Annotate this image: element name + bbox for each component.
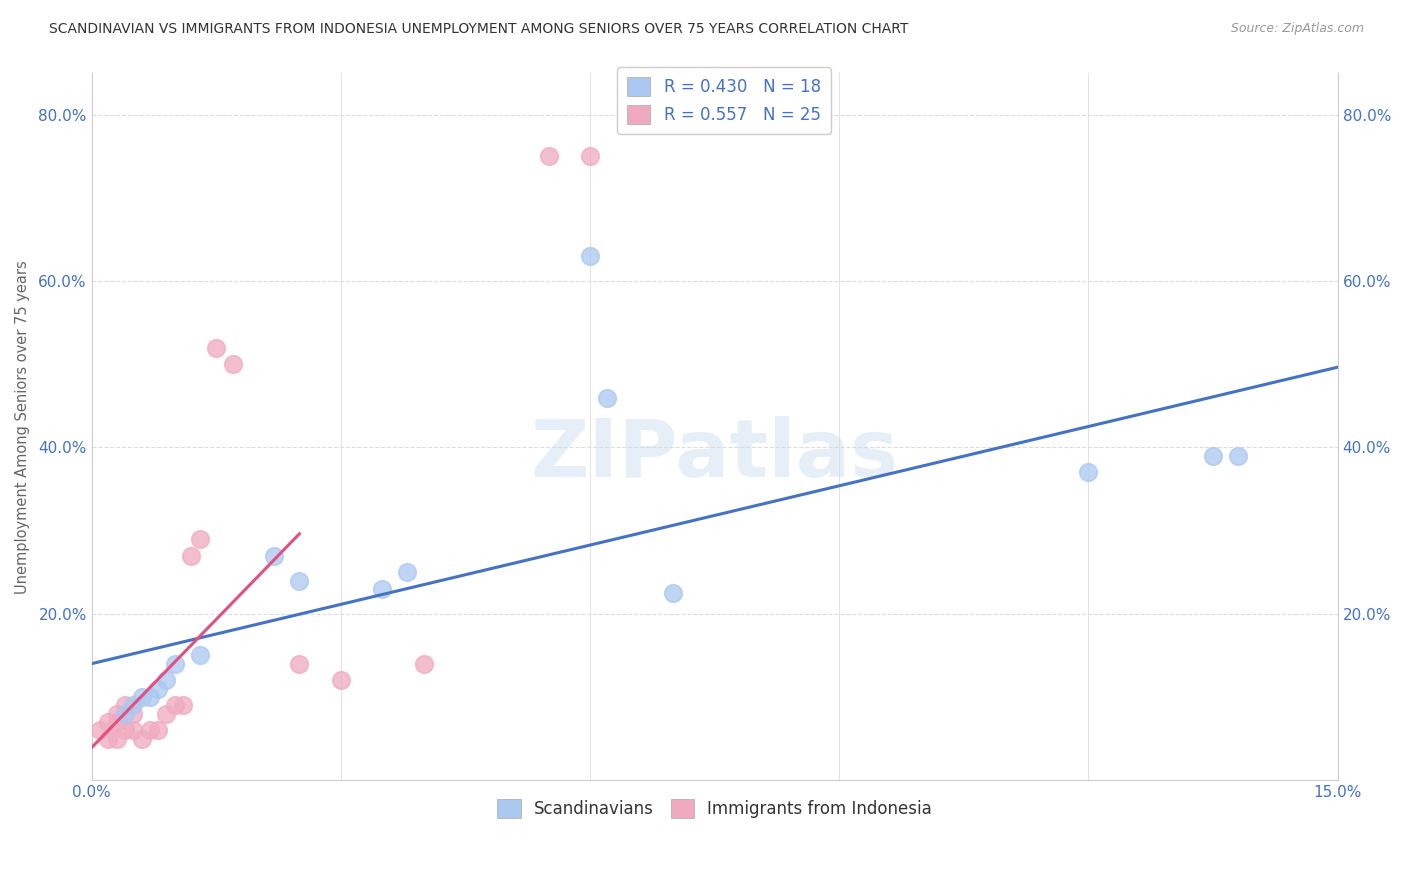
Point bbox=[139, 723, 162, 738]
Point bbox=[163, 698, 186, 713]
Point bbox=[131, 690, 153, 704]
Point bbox=[205, 341, 228, 355]
Point bbox=[122, 706, 145, 721]
Point bbox=[662, 586, 685, 600]
Point bbox=[131, 731, 153, 746]
Legend: Scandinavians, Immigrants from Indonesia: Scandinavians, Immigrants from Indonesia bbox=[491, 792, 939, 825]
Point bbox=[188, 532, 211, 546]
Point bbox=[413, 657, 436, 671]
Text: ZIPatlas: ZIPatlas bbox=[530, 416, 898, 494]
Point bbox=[105, 714, 128, 729]
Text: Source: ZipAtlas.com: Source: ZipAtlas.com bbox=[1230, 22, 1364, 36]
Point bbox=[595, 391, 617, 405]
Point bbox=[122, 723, 145, 738]
Point bbox=[180, 549, 202, 563]
Point bbox=[105, 731, 128, 746]
Point bbox=[371, 582, 394, 596]
Point bbox=[537, 149, 560, 163]
Point bbox=[114, 723, 136, 738]
Point bbox=[97, 714, 120, 729]
Point bbox=[396, 566, 419, 580]
Point bbox=[122, 698, 145, 713]
Point bbox=[172, 698, 194, 713]
Point bbox=[1202, 449, 1225, 463]
Point bbox=[97, 731, 120, 746]
Point bbox=[155, 673, 177, 688]
Point bbox=[1077, 466, 1099, 480]
Point bbox=[579, 149, 602, 163]
Point bbox=[1226, 449, 1249, 463]
Point bbox=[105, 706, 128, 721]
Point bbox=[155, 706, 177, 721]
Point bbox=[263, 549, 285, 563]
Point bbox=[114, 698, 136, 713]
Y-axis label: Unemployment Among Seniors over 75 years: Unemployment Among Seniors over 75 years bbox=[15, 260, 30, 593]
Point bbox=[139, 690, 162, 704]
Point bbox=[146, 681, 169, 696]
Point bbox=[579, 249, 602, 263]
Point bbox=[188, 648, 211, 663]
Point bbox=[163, 657, 186, 671]
Point bbox=[288, 574, 311, 588]
Point bbox=[222, 357, 245, 371]
Point bbox=[114, 706, 136, 721]
Point bbox=[146, 723, 169, 738]
Point bbox=[329, 673, 352, 688]
Text: SCANDINAVIAN VS IMMIGRANTS FROM INDONESIA UNEMPLOYMENT AMONG SENIORS OVER 75 YEA: SCANDINAVIAN VS IMMIGRANTS FROM INDONESI… bbox=[49, 22, 908, 37]
Point bbox=[288, 657, 311, 671]
Point bbox=[89, 723, 111, 738]
